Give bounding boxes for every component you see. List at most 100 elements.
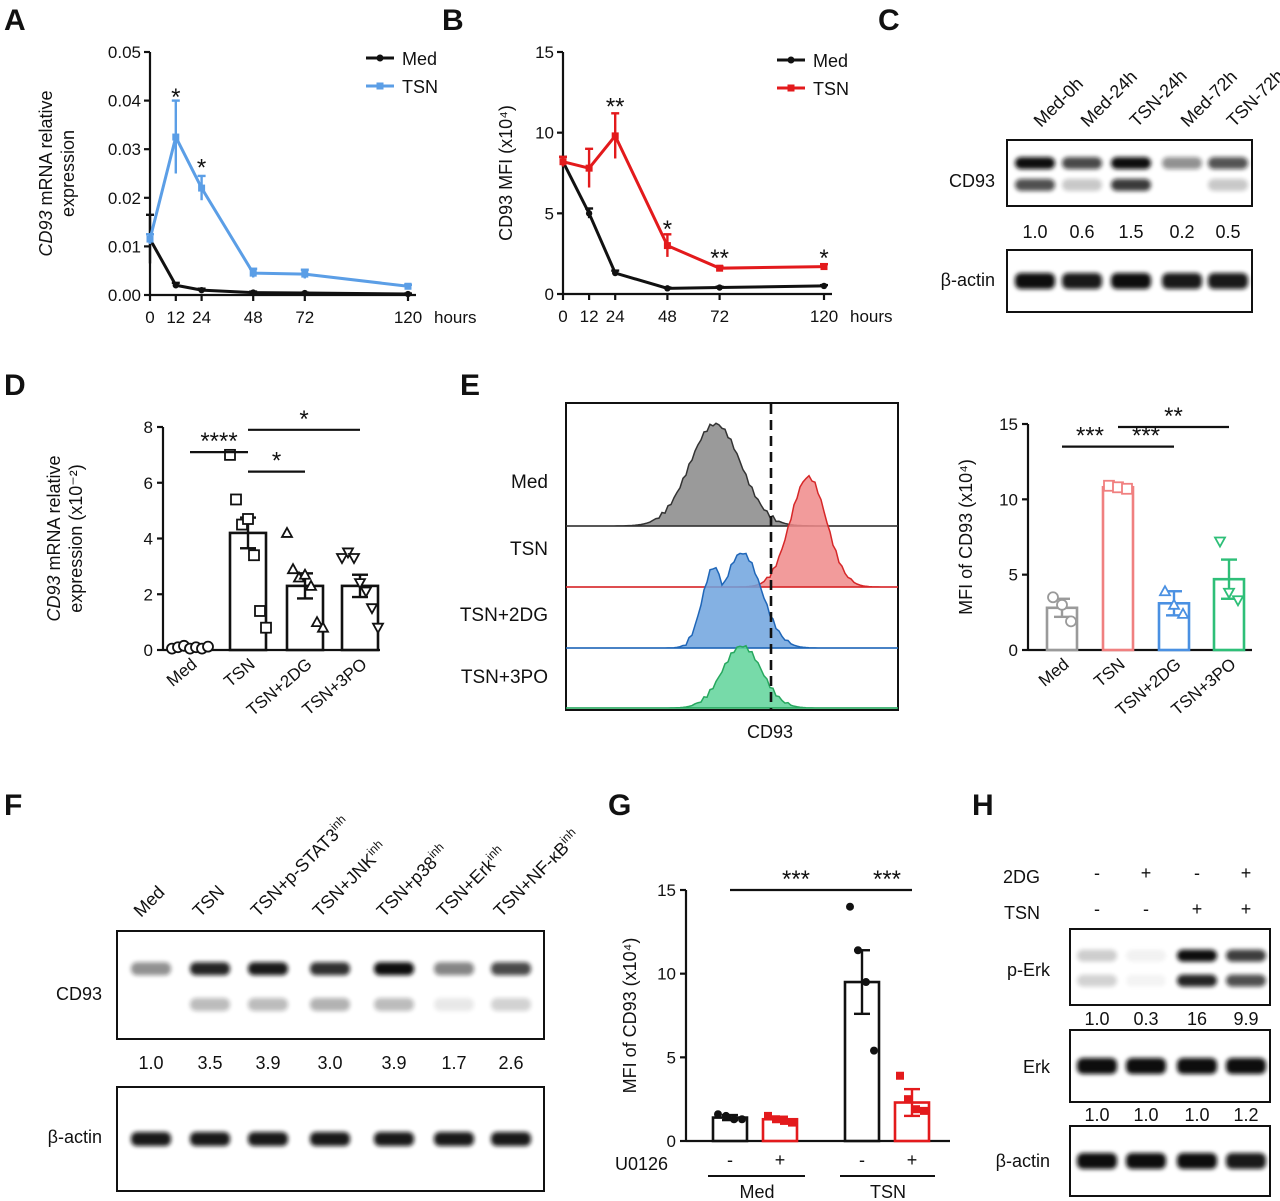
p-erk-blot-band [1177, 974, 1217, 987]
x-tick-label: TSN [220, 655, 258, 691]
legend-marker [376, 82, 384, 90]
quant-value: 3.0 [317, 1053, 342, 1073]
factor-state: + [907, 1150, 918, 1170]
bar [1101, 485, 1135, 652]
series-line-tsn [562, 133, 825, 270]
x-axis-label: CD93 [747, 722, 793, 742]
histogram-label: TSN [510, 539, 548, 560]
data-point [286, 562, 300, 575]
lane-label-text: TSN+p38 [373, 853, 441, 921]
data-point [310, 615, 324, 628]
data-point [301, 289, 308, 297]
quant-value: 1.2 [1233, 1105, 1258, 1125]
actin-blot-band [248, 1132, 288, 1146]
data-point [371, 622, 385, 635]
p-erk-blot-band [1126, 974, 1166, 987]
blot-row-label: β-actin [996, 1151, 1050, 1171]
panel-letter-b: B [442, 4, 464, 37]
p-erk-blot-band [1126, 949, 1166, 962]
data-point [772, 1115, 780, 1124]
erk-blot-band [1077, 1058, 1117, 1074]
data-point [820, 282, 828, 290]
data-point [202, 640, 214, 653]
factor-state: - [1194, 863, 1200, 883]
cd93-blot-band [1015, 157, 1055, 170]
factor-state: + [775, 1150, 786, 1170]
x-tick-label: 0 [558, 307, 567, 326]
y-axis-label-gene: CD93 [44, 576, 64, 622]
significance-star: *** [1076, 423, 1104, 450]
quant-value: 0.2 [1169, 222, 1194, 242]
cd93-blot-band [1111, 178, 1151, 191]
quant-value: 16 [1187, 1009, 1207, 1029]
lane-label-text: Med [130, 882, 169, 921]
factor-state: + [1241, 863, 1252, 883]
histogram-label: Med [511, 472, 548, 493]
data-point [714, 1110, 722, 1119]
blot-row-label: Erk [1023, 1057, 1051, 1077]
data-point [248, 549, 260, 562]
series-line-med [561, 161, 825, 290]
data-point [1231, 595, 1245, 608]
cd93-blot-band [1208, 178, 1248, 191]
y-tick-label: 8 [144, 418, 153, 437]
y-tick-label: 0 [144, 641, 153, 660]
x-tick-label: 24 [606, 307, 625, 326]
x-tick-label: 0 [145, 308, 154, 327]
actin-blot-band [310, 1132, 350, 1146]
cd93-blot-band [190, 962, 230, 976]
y-tick-label: 15 [657, 881, 676, 900]
quant-value: 0.5 [1215, 222, 1240, 242]
panel-letter-a: A [4, 4, 26, 37]
quant-value: 1.0 [1084, 1009, 1109, 1029]
cd93-blot-band [434, 997, 474, 1011]
quant-value: 1.0 [1084, 1105, 1109, 1125]
y-axis-label-line2: expression (x10⁻²) [66, 464, 86, 613]
data-point [1056, 598, 1068, 611]
blot-row-label: CD93 [56, 984, 102, 1004]
data-point [663, 242, 671, 250]
y-axis-label-gene: CD93 [36, 211, 56, 257]
y-tick-label: 10 [535, 124, 554, 143]
y-tick-label: 0.03 [108, 140, 141, 159]
quant-value: 3.5 [197, 1053, 222, 1073]
actin-blot-band [131, 1132, 171, 1146]
significance-star: **** [200, 428, 237, 455]
cd93-blot-band [248, 997, 288, 1011]
data-point [404, 282, 412, 290]
y-axis-label: MFI of CD93 (x10⁴) [956, 459, 976, 615]
cd93-blot-band [1062, 157, 1102, 170]
data-point [764, 1111, 772, 1120]
data-point [304, 579, 318, 591]
data-point [1065, 615, 1077, 628]
data-point [1167, 597, 1181, 610]
y-tick-label: 10 [999, 490, 1018, 509]
quant-value: 3.9 [255, 1053, 280, 1073]
actin-blot-band [491, 1132, 531, 1146]
blot-row-label: p-Erk [1007, 960, 1051, 980]
factor-label: 2DG [1003, 867, 1040, 887]
data-point [365, 603, 379, 616]
factor-state: + [1241, 899, 1252, 919]
series-line-tsn [148, 132, 409, 288]
data-point [846, 902, 854, 911]
quant-value: 1.0 [138, 1053, 163, 1073]
data-point [347, 553, 361, 565]
data-point [716, 264, 724, 272]
panel-h-western-blot: 2DG - + - + TSN - - + + p-Erk 1.0 0.3 16 9.9 Erk 1.0 1.0 1… [996, 863, 1271, 1197]
actin-blot-band [1226, 1153, 1266, 1169]
panel-letter-g: G [608, 789, 631, 822]
data-point [1121, 482, 1133, 495]
factor-state: - [1143, 899, 1149, 919]
series-line-med [148, 238, 409, 296]
actin-blot-band [1062, 273, 1102, 289]
actin-blot-band [1077, 1153, 1117, 1169]
y-tick-label: 0.05 [108, 43, 141, 62]
data-point [404, 290, 412, 298]
x-tick-label: 48 [658, 307, 677, 326]
data-point [1158, 584, 1172, 597]
factor-state: + [1192, 899, 1203, 919]
y-tick-label: 0.02 [108, 189, 141, 208]
legend-marker [787, 56, 795, 64]
quant-value: 1.0 [1184, 1105, 1209, 1125]
